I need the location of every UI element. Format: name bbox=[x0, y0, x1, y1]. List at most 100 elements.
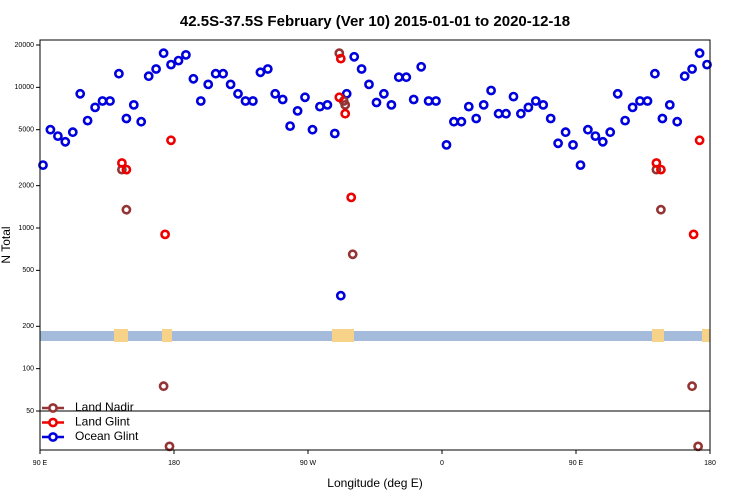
data-point bbox=[158, 48, 169, 59]
data-point bbox=[203, 79, 214, 90]
data-point bbox=[160, 229, 170, 240]
data-point bbox=[335, 290, 346, 301]
data-point bbox=[590, 131, 601, 141]
data-point bbox=[568, 139, 578, 150]
data-point bbox=[679, 71, 690, 82]
data-point bbox=[346, 192, 357, 203]
y-tick-label: 1000 bbox=[18, 225, 34, 232]
data-point bbox=[356, 64, 367, 74]
data-point bbox=[364, 79, 374, 90]
data-point bbox=[650, 68, 660, 79]
data-point bbox=[635, 96, 645, 106]
x-tick-label: 90 W bbox=[300, 460, 317, 467]
data-point bbox=[627, 102, 638, 113]
data-point bbox=[143, 71, 154, 82]
data-point bbox=[605, 127, 616, 138]
data-point bbox=[38, 160, 48, 170]
y-tick-label: 5000 bbox=[18, 127, 34, 134]
x-tick-label: 180 bbox=[704, 460, 716, 467]
data-point bbox=[105, 96, 115, 106]
data-point bbox=[166, 59, 176, 70]
data-point bbox=[386, 100, 397, 110]
data-point bbox=[408, 94, 419, 105]
data-point bbox=[371, 97, 382, 108]
y-axis-label: N Total bbox=[0, 226, 13, 263]
data-point bbox=[523, 102, 534, 113]
x-tick-label: 90 E bbox=[33, 460, 48, 467]
data-point bbox=[255, 67, 266, 78]
data-point bbox=[151, 64, 161, 74]
data-point bbox=[538, 100, 549, 110]
data-point bbox=[90, 102, 100, 113]
data-point bbox=[262, 64, 273, 74]
data-point bbox=[128, 100, 139, 110]
x-tick-label: 180 bbox=[168, 460, 180, 467]
coverage-band-base bbox=[40, 331, 710, 341]
coverage-band-highlight bbox=[702, 329, 710, 342]
data-point bbox=[53, 131, 63, 141]
data-point bbox=[188, 73, 199, 84]
legend-label: Land Glint bbox=[75, 415, 130, 429]
data-point bbox=[560, 127, 571, 138]
data-point bbox=[672, 116, 683, 127]
x-tick-label: 90 E bbox=[569, 460, 584, 467]
chart-title: 42.5S-37.5S February (Ver 10) 2015-01-01… bbox=[180, 13, 570, 30]
legend-label: Ocean Glint bbox=[75, 429, 139, 443]
series-land-glint bbox=[117, 53, 705, 240]
data-point bbox=[545, 113, 556, 124]
data-point bbox=[121, 204, 132, 215]
data-point bbox=[463, 101, 474, 112]
data-point bbox=[340, 100, 351, 110]
data-point bbox=[117, 158, 127, 168]
y-tick-label: 2000 bbox=[18, 183, 34, 190]
y-tick-label: 20000 bbox=[15, 42, 35, 49]
data-point bbox=[687, 381, 697, 392]
x-axis: 90 E 180 90 W 0 90 E 180 bbox=[33, 450, 716, 467]
y-tick-label: 10000 bbox=[15, 84, 35, 91]
data-point bbox=[180, 50, 191, 60]
data-point bbox=[307, 124, 318, 135]
data-point bbox=[612, 88, 623, 99]
coverage-band-highlight bbox=[114, 329, 128, 342]
data-point bbox=[530, 96, 541, 106]
x-axis-label: Longitude (deg E) bbox=[327, 476, 422, 490]
data-point bbox=[121, 164, 132, 175]
data-point bbox=[478, 100, 489, 110]
legend-marker bbox=[48, 417, 58, 428]
data-point bbox=[136, 116, 147, 127]
data-point bbox=[501, 108, 511, 119]
data-point bbox=[702, 59, 712, 70]
data-point bbox=[553, 138, 563, 149]
data-point bbox=[416, 61, 427, 72]
data-point bbox=[67, 127, 78, 138]
data-point bbox=[340, 108, 351, 119]
legend-item: Ocean Glint bbox=[42, 429, 139, 443]
data-point bbox=[597, 136, 608, 147]
data-point bbox=[334, 48, 345, 59]
data-point bbox=[218, 68, 228, 79]
data-point bbox=[664, 100, 675, 110]
data-point bbox=[329, 128, 340, 139]
data-point bbox=[166, 135, 176, 146]
legend-item: Land Glint bbox=[42, 415, 130, 429]
data-point bbox=[45, 124, 56, 135]
plot-frame bbox=[39, 39, 711, 451]
legend-item: Land Nadir bbox=[42, 400, 134, 414]
data-point bbox=[270, 88, 281, 99]
data-point bbox=[516, 108, 526, 119]
data-point bbox=[471, 113, 482, 124]
legend-label: Land Nadir bbox=[75, 400, 134, 414]
data-point bbox=[173, 55, 184, 66]
data-point bbox=[656, 164, 666, 175]
data-points bbox=[38, 48, 712, 452]
data-point bbox=[300, 92, 310, 103]
coverage-band bbox=[40, 329, 710, 342]
data-point bbox=[431, 96, 441, 106]
data-point bbox=[347, 249, 358, 260]
data-point bbox=[335, 53, 346, 64]
data-point bbox=[693, 441, 703, 452]
data-point bbox=[486, 85, 496, 96]
data-point bbox=[158, 381, 169, 392]
